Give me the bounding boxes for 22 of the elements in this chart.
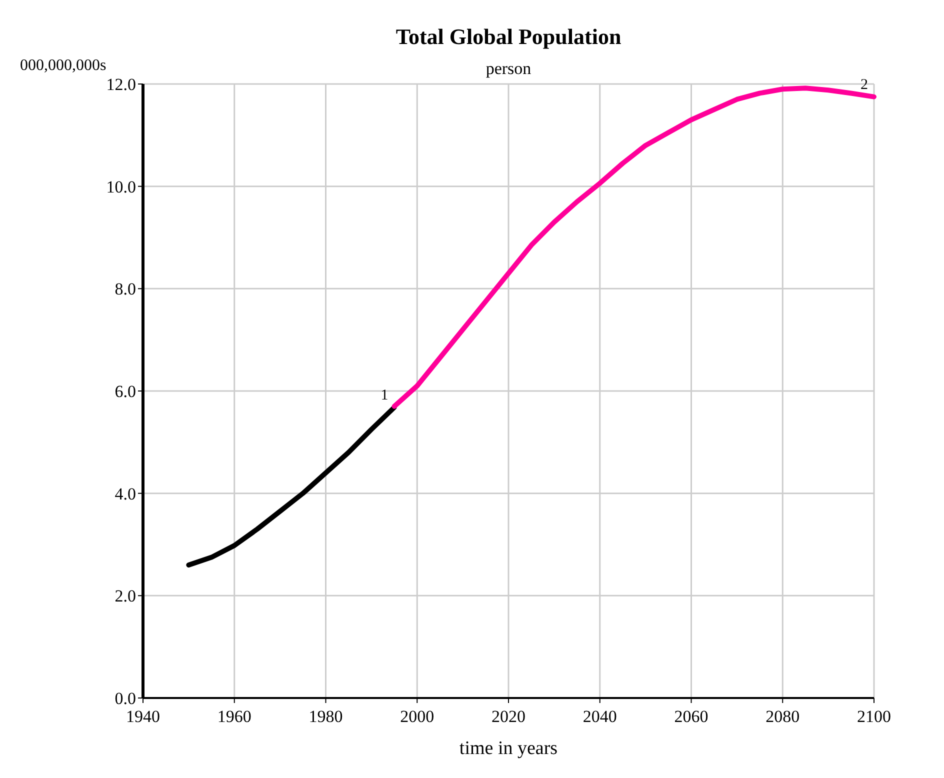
y-axis-title: 000,000,000s <box>20 57 106 74</box>
y-tick-label: 0.0 <box>114 689 136 708</box>
y-tick-label: 6.0 <box>114 382 136 401</box>
x-tick-label: 2020 <box>492 707 526 726</box>
x-tick-label: 2080 <box>766 707 800 726</box>
chart-subtitle: person <box>486 59 532 78</box>
x-tick-label: 1980 <box>308 707 343 726</box>
y-tick-label: 4.0 <box>114 484 136 504</box>
x-tick-label: 2060 <box>674 707 708 726</box>
series-label: 2 <box>860 76 868 93</box>
x-tick-label: 2100 <box>857 707 891 726</box>
x-tick-label: 2000 <box>400 707 434 726</box>
x-tick-label: 1960 <box>217 707 252 726</box>
y-tick-label: 2.0 <box>114 586 136 606</box>
y-tick-label: 10.0 <box>106 177 136 196</box>
y-tick-label: 8.0 <box>114 280 136 299</box>
x-axis-title: time in years <box>459 738 558 759</box>
x-tick-label: 1940 <box>126 707 160 726</box>
series-label: 1 <box>380 387 388 404</box>
y-tick-label: 12.0 <box>106 75 136 94</box>
x-tick-label: 2040 <box>582 707 617 726</box>
chart-title: Total Global Population <box>396 24 622 49</box>
